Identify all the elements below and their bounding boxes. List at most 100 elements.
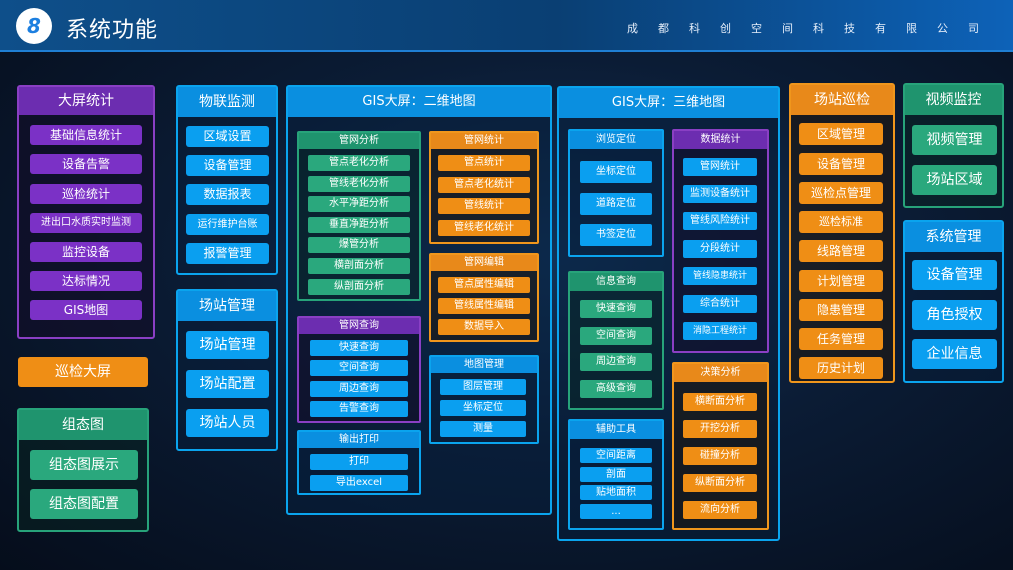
video-item[interactable]: 场站区域 bbox=[912, 165, 997, 195]
pipe-stats-item[interactable]: 管线老化统计 bbox=[438, 220, 530, 236]
aux-tools-title: 辅助工具 bbox=[570, 421, 662, 439]
iot-item[interactable]: 数据报表 bbox=[186, 184, 269, 205]
pipe-stats-item[interactable]: 管点老化统计 bbox=[438, 177, 530, 193]
gis-2d-title: GIS大屏：二维地图 bbox=[288, 87, 550, 117]
system-management-panel: 系统管理 设备管理 角色授权 企业信息 bbox=[903, 220, 1004, 383]
config-diagram-panel: 组态图 组态图展示 组态图配置 bbox=[17, 408, 149, 532]
station-patrol-item[interactable]: 隐患管理 bbox=[799, 299, 883, 321]
station-patrol-item[interactable]: 设备管理 bbox=[799, 153, 883, 175]
station-patrol-item[interactable]: 线路管理 bbox=[799, 240, 883, 262]
aux-tools-item[interactable]: 空间距离 bbox=[580, 448, 652, 463]
iot-item[interactable]: 报警管理 bbox=[186, 243, 269, 264]
decision-analysis-item[interactable]: 碰撞分析 bbox=[683, 447, 757, 465]
bigscreen-item[interactable]: GIS地图 bbox=[30, 300, 142, 320]
pipe-stats-title: 管网统计 bbox=[431, 133, 537, 149]
iot-monitor-title: 物联监测 bbox=[178, 87, 276, 117]
bigscreen-item[interactable]: 基础信息统计 bbox=[30, 125, 142, 145]
station-patrol-item[interactable]: 任务管理 bbox=[799, 328, 883, 350]
print-button[interactable]: 打印 bbox=[310, 454, 408, 470]
bigscreen-item[interactable]: 巡检统计 bbox=[30, 184, 142, 204]
section-number-badge: 8 bbox=[16, 8, 52, 44]
info-query-item[interactable]: 空间查询 bbox=[580, 327, 652, 345]
decision-analysis-item[interactable]: 横断面分析 bbox=[683, 393, 757, 411]
config-diagram-item[interactable]: 组态图配置 bbox=[30, 489, 138, 519]
pipe-query-item[interactable]: 快速查询 bbox=[310, 340, 408, 356]
iot-item[interactable]: 区域设置 bbox=[186, 126, 269, 147]
station-patrol-item[interactable]: 巡检点管理 bbox=[799, 182, 883, 204]
browse-locate-item[interactable]: 书签定位 bbox=[580, 224, 652, 246]
pipe-edit-item[interactable]: 数据导入 bbox=[438, 319, 530, 335]
system-item[interactable]: 企业信息 bbox=[912, 339, 997, 369]
pipe-analysis-item[interactable]: 垂直净距分析 bbox=[308, 217, 410, 233]
config-diagram-item[interactable]: 组态图展示 bbox=[30, 450, 138, 480]
station-item[interactable]: 场站配置 bbox=[186, 370, 269, 398]
iot-item[interactable]: 设备管理 bbox=[186, 155, 269, 176]
output-print-title: 输出打印 bbox=[299, 432, 419, 448]
data-stats-item[interactable]: 分段统计 bbox=[683, 240, 757, 258]
station-management-title: 场站管理 bbox=[178, 291, 276, 321]
bigscreen-item[interactable]: 达标情况 bbox=[30, 271, 142, 291]
pipe-edit-item[interactable]: 管线属性编辑 bbox=[438, 298, 530, 314]
map-management-item[interactable]: 图层管理 bbox=[440, 379, 526, 395]
video-item[interactable]: 视频管理 bbox=[912, 125, 997, 155]
pipe-edit-item[interactable]: 管点属性编辑 bbox=[438, 277, 530, 293]
output-print-group: 输出打印 打印 导出excel bbox=[297, 430, 421, 495]
decision-analysis-item[interactable]: 纵断面分析 bbox=[683, 474, 757, 492]
pipe-analysis-item[interactable]: 管点老化分析 bbox=[308, 155, 410, 171]
data-stats-item[interactable]: 管网统计 bbox=[683, 158, 757, 176]
data-stats-item[interactable]: 综合统计 bbox=[683, 295, 757, 313]
station-patrol-item[interactable]: 巡检标准 bbox=[799, 211, 883, 233]
pipe-analysis-item[interactable]: 水平净距分析 bbox=[308, 196, 410, 212]
data-stats-item[interactable]: 管线隐患统计 bbox=[683, 267, 757, 285]
pipe-analysis-item[interactable]: 爆管分析 bbox=[308, 237, 410, 253]
data-stats-item[interactable]: 管线风险统计 bbox=[683, 212, 757, 230]
info-query-title: 信息查询 bbox=[570, 273, 662, 291]
data-stats-item[interactable]: 消隐工程统计 bbox=[683, 322, 757, 340]
pipe-stats-item[interactable]: 管点统计 bbox=[438, 155, 530, 171]
pipe-analysis-item[interactable]: 管线老化分析 bbox=[308, 176, 410, 192]
station-patrol-item[interactable]: 计划管理 bbox=[799, 270, 883, 292]
gis-3d-panel: GIS大屏：三维地图 浏览定位 坐标定位 道路定位 书签定位 信息查询 快速查询… bbox=[557, 86, 780, 541]
decision-analysis-item[interactable]: 流向分析 bbox=[683, 501, 757, 519]
gis-2d-panel: GIS大屏：二维地图 管网分析 管点老化分析 管线老化分析 水平净距分析 垂直净… bbox=[286, 85, 552, 515]
patrol-screen-button[interactable]: 巡检大屏 bbox=[18, 357, 148, 387]
bigscreen-stats-panel: 大屏统计 基础信息统计 设备告警 巡检统计 进出口水质实时监测 监控设备 达标情… bbox=[17, 85, 155, 339]
map-management-item[interactable]: 坐标定位 bbox=[440, 400, 526, 416]
pipe-query-title: 管网查询 bbox=[299, 318, 419, 334]
iot-item[interactable]: 运行维护台账 bbox=[186, 214, 269, 235]
bigscreen-stats-title: 大屏统计 bbox=[19, 87, 153, 115]
pipe-stats-item[interactable]: 管线统计 bbox=[438, 198, 530, 214]
pipe-analysis-title: 管网分析 bbox=[299, 133, 419, 149]
pipe-query-group: 管网查询 快速查询 空间查询 周边查询 告警查询 bbox=[297, 316, 421, 423]
system-item[interactable]: 设备管理 bbox=[912, 260, 997, 290]
system-item[interactable]: 角色授权 bbox=[912, 300, 997, 330]
iot-monitor-panel: 物联监测 区域设置 设备管理 数据报表 运行维护台账 报警管理 bbox=[176, 85, 278, 275]
station-patrol-item[interactable]: 历史计划 bbox=[799, 357, 883, 379]
pipe-analysis-item[interactable]: 纵剖面分析 bbox=[308, 279, 410, 295]
bigscreen-item[interactable]: 设备告警 bbox=[30, 154, 142, 174]
decision-analysis-item[interactable]: 开挖分析 bbox=[683, 420, 757, 438]
aux-tools-item[interactable]: ... bbox=[580, 504, 652, 519]
info-query-item[interactable]: 周边查询 bbox=[580, 353, 652, 371]
pipe-query-item[interactable]: 空间查询 bbox=[310, 360, 408, 376]
station-patrol-panel: 场站巡检 区域管理 设备管理 巡检点管理 巡检标准 线路管理 计划管理 隐患管理… bbox=[789, 83, 895, 383]
export-excel-button[interactable]: 导出excel bbox=[310, 475, 408, 491]
info-query-item[interactable]: 快速查询 bbox=[580, 300, 652, 318]
bigscreen-item[interactable]: 监控设备 bbox=[30, 242, 142, 262]
data-stats-item[interactable]: 监测设备统计 bbox=[683, 185, 757, 203]
pipe-query-item[interactable]: 周边查询 bbox=[310, 381, 408, 397]
aux-tools-item[interactable]: 贴地面积 bbox=[580, 485, 652, 500]
bigscreen-item[interactable]: 进出口水质实时监测 bbox=[30, 213, 142, 233]
browse-locate-item[interactable]: 道路定位 bbox=[580, 193, 652, 215]
browse-locate-item[interactable]: 坐标定位 bbox=[580, 161, 652, 183]
pipe-stats-group: 管网统计 管点统计 管点老化统计 管线统计 管线老化统计 bbox=[429, 131, 539, 244]
map-management-item[interactable]: 测量 bbox=[440, 421, 526, 437]
station-patrol-item[interactable]: 区域管理 bbox=[799, 123, 883, 145]
pipe-query-item[interactable]: 告警查询 bbox=[310, 401, 408, 417]
pipe-analysis-item[interactable]: 横剖面分析 bbox=[308, 258, 410, 274]
pipe-edit-group: 管网编辑 管点属性编辑 管线属性编辑 数据导入 bbox=[429, 253, 539, 342]
station-item[interactable]: 场站人员 bbox=[186, 409, 269, 437]
info-query-item[interactable]: 高级查询 bbox=[580, 380, 652, 398]
station-item[interactable]: 场站管理 bbox=[186, 331, 269, 359]
aux-tools-item[interactable]: 剖面 bbox=[580, 467, 652, 482]
